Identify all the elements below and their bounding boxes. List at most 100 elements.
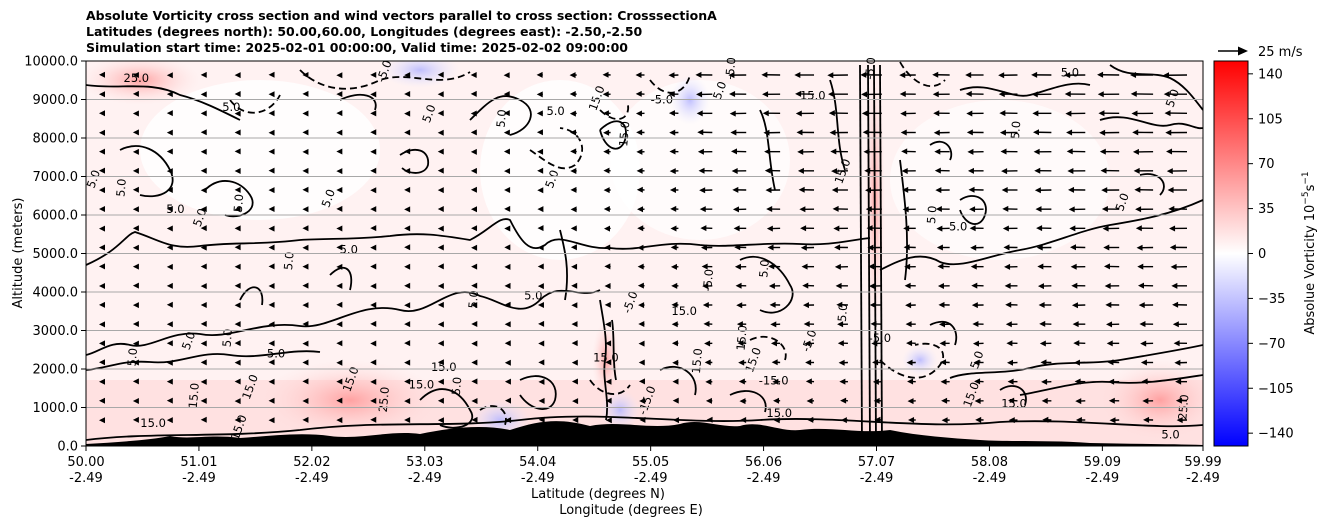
wind-vector — [200, 129, 207, 136]
y-tick-label: 3000.0 — [33, 324, 79, 339]
wind-vector — [302, 110, 309, 117]
wind-vector — [570, 129, 577, 136]
wind-vector — [437, 91, 444, 98]
wind-vector — [702, 283, 713, 290]
wind-vector — [537, 263, 544, 270]
wind-vector — [1102, 225, 1120, 232]
wind-vector — [268, 129, 275, 136]
wind-vector — [766, 225, 781, 232]
wind-vector — [268, 225, 275, 232]
wind-vector — [1006, 359, 1018, 366]
wind-vector — [200, 263, 207, 270]
wind-vector — [166, 321, 173, 328]
wind-vector — [740, 417, 747, 423]
wind-vector — [336, 340, 343, 347]
colorbar-tick-label: −70 — [1258, 337, 1285, 352]
wind-vector — [999, 110, 1018, 117]
wind-vector — [470, 148, 477, 155]
wind-vector — [404, 148, 411, 155]
wind-vector — [166, 225, 173, 232]
colorbar-tick-label: −105 — [1258, 382, 1294, 397]
contour-label: 15.0 — [671, 304, 697, 318]
wind-vector — [404, 110, 411, 117]
wind-vector — [505, 397, 512, 404]
wind-vector — [234, 398, 241, 405]
x-tick-label-lon: -2.49 — [1186, 471, 1220, 486]
wind-vector — [764, 148, 781, 155]
wind-vector — [99, 110, 105, 117]
wind-vector — [602, 110, 611, 117]
wind-vector — [132, 148, 139, 155]
wind-vector — [336, 72, 343, 79]
wind-vector — [695, 71, 713, 78]
wind-vector — [670, 263, 679, 270]
wind-vector — [99, 282, 105, 289]
wind-vector — [99, 397, 105, 404]
wind-vector — [1108, 378, 1120, 385]
wind-vector — [404, 321, 411, 328]
wind-vector — [736, 321, 747, 328]
wind-vector — [404, 417, 411, 423]
wind-vector — [1036, 225, 1052, 232]
wind-vector — [938, 301, 950, 308]
wind-vector — [940, 378, 950, 385]
wind-vector — [268, 417, 275, 424]
wind-vector — [370, 91, 377, 98]
contour-label: 5.0 — [222, 100, 240, 114]
wind-vector — [336, 417, 343, 424]
wind-vector — [796, 129, 815, 136]
colorbar-ticks: −140 −105 −70 −35 0 35 70 105 140 — [1248, 67, 1294, 442]
wind-vector — [933, 129, 950, 136]
wind-vector — [907, 398, 916, 405]
wind-vector — [699, 206, 713, 213]
y-tick-label: 9000.0 — [33, 93, 79, 108]
wind-vector — [404, 378, 411, 385]
wind-vector — [200, 378, 207, 385]
wind-vector — [166, 282, 173, 289]
wind-vector — [1143, 416, 1154, 423]
wind-vector — [166, 168, 173, 175]
wind-vector — [1138, 302, 1154, 309]
contour-label: 25.0 — [124, 71, 150, 85]
wind-vector — [831, 187, 848, 193]
wind-vector — [1002, 205, 1018, 212]
wind-vector — [302, 282, 309, 289]
wind-vector — [1039, 320, 1052, 327]
wind-vector — [1064, 91, 1086, 98]
wind-vector — [834, 244, 848, 251]
wind-vector — [605, 359, 612, 366]
wind-vector — [336, 225, 343, 232]
wind-vector — [503, 91, 510, 98]
wind-vector — [1072, 321, 1086, 328]
wind-vector — [370, 340, 377, 347]
contour-label: 15.0 — [689, 348, 705, 375]
wind-vector — [970, 244, 984, 251]
x-tick-label-lon: -2.49 — [634, 471, 668, 486]
wind-vector — [734, 263, 747, 270]
wind-vector — [234, 282, 241, 289]
contour-label: 5.0 — [1008, 120, 1024, 139]
y-tick-label: 1000.0 — [33, 401, 79, 416]
wind-vector — [938, 321, 950, 328]
wind-vector — [268, 378, 275, 385]
wind-vector — [603, 129, 611, 136]
wind-vector — [572, 398, 579, 405]
wind-vector — [835, 282, 848, 289]
contour-label: -5.0 — [869, 331, 891, 345]
wind-vector — [874, 416, 882, 423]
wind-vector — [200, 167, 207, 174]
wind-vector — [700, 225, 713, 232]
wind-vector — [702, 302, 713, 308]
wind-vector — [1035, 206, 1052, 213]
wind-vector — [99, 71, 105, 78]
wind-vector — [99, 378, 105, 385]
wind-vector — [166, 340, 173, 347]
wind-vector — [1139, 321, 1154, 328]
wind-vector — [234, 302, 241, 309]
x-tick-label-lat: 53.03 — [406, 455, 443, 470]
y-tick-label: 0.0 — [57, 440, 78, 455]
wind-vector — [336, 148, 343, 155]
wind-vector — [370, 320, 377, 327]
wind-vector — [836, 301, 848, 308]
wind-vector — [504, 359, 511, 366]
